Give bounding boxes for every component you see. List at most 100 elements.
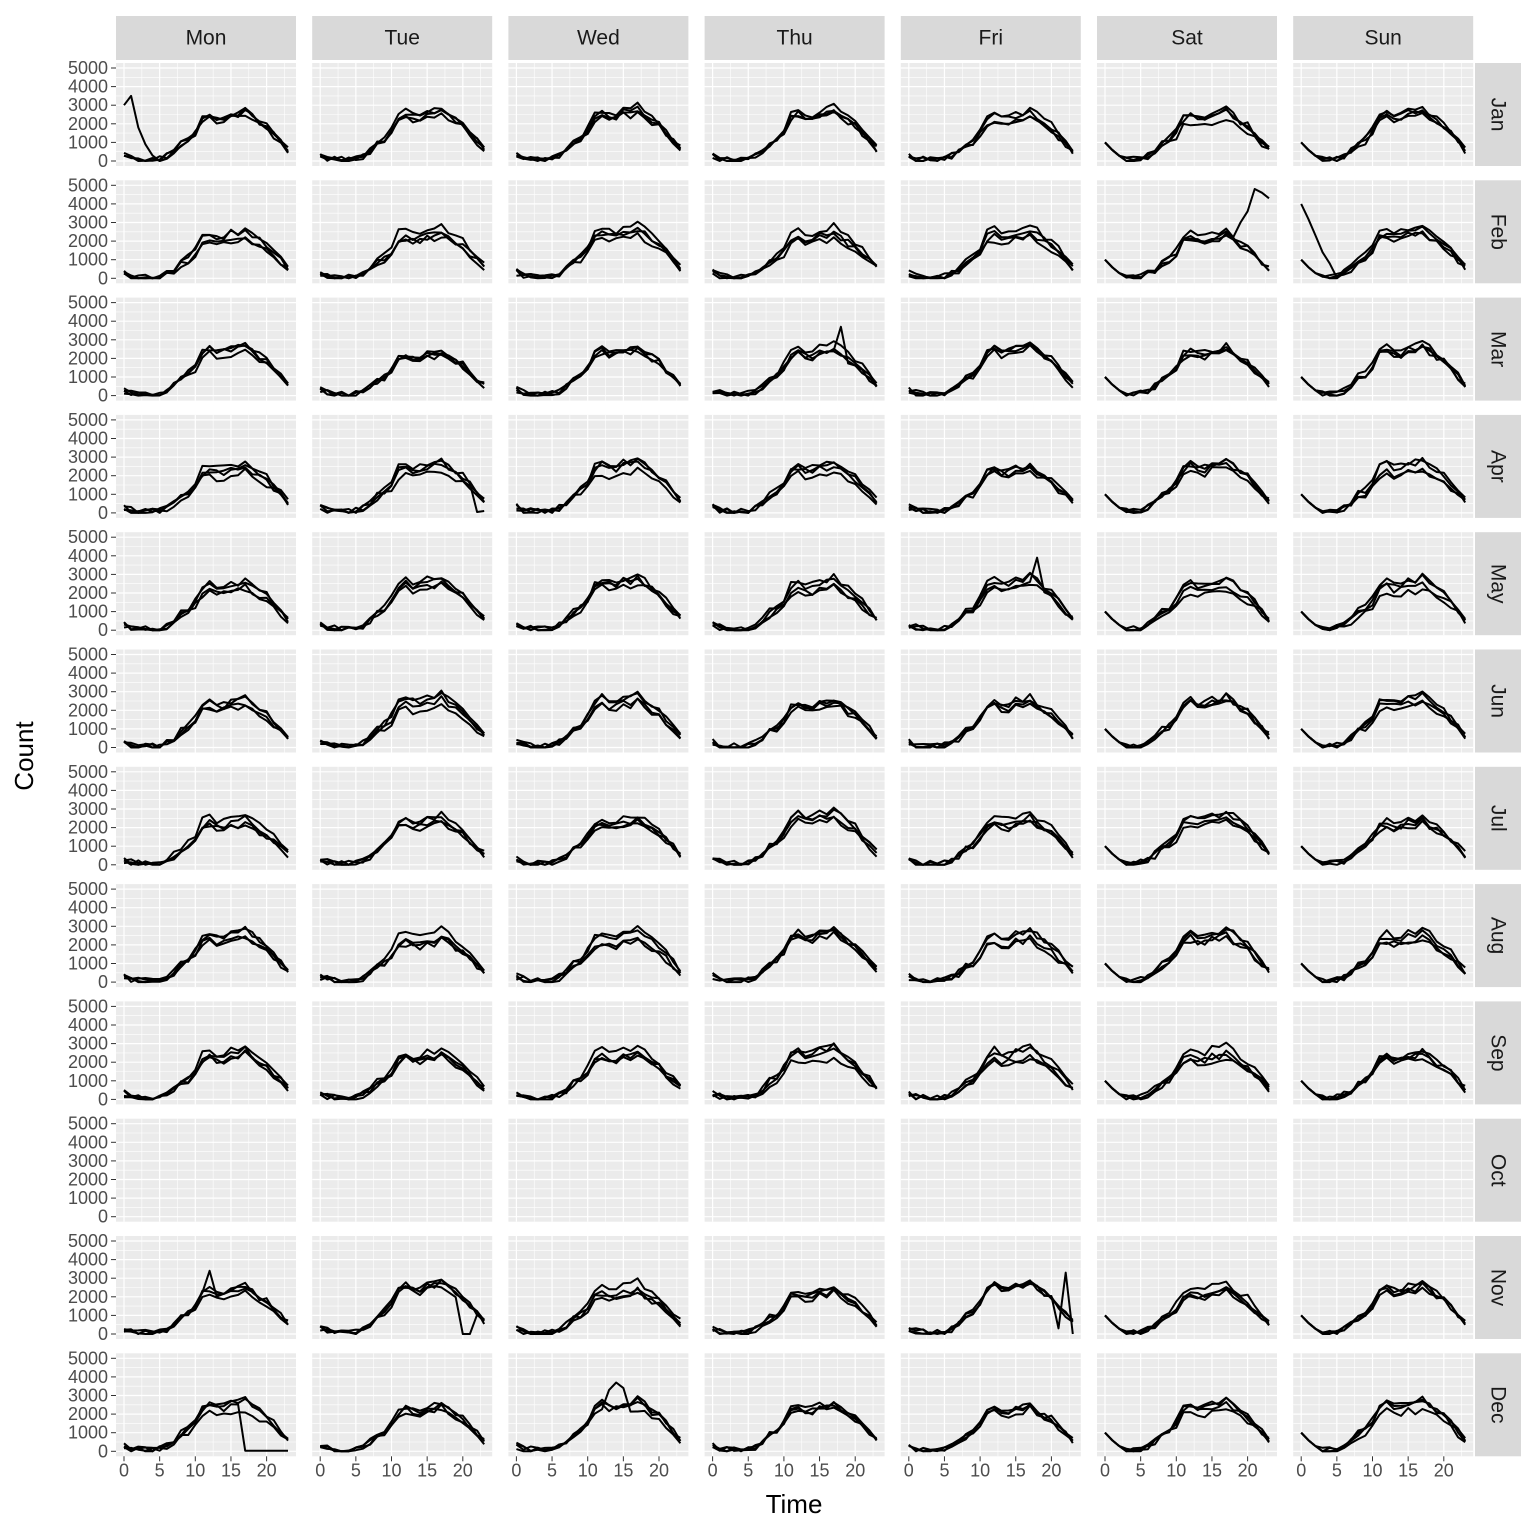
series-line <box>320 689 485 749</box>
column-strips: Mon Tue Wed Thu Fri Sat Sun <box>116 16 1474 60</box>
y-tick-label: 0 <box>98 1089 108 1109</box>
panel-aug-sat <box>1097 884 1277 988</box>
panel-oct-fri <box>900 1118 1081 1222</box>
y-tick-label: 5000 <box>68 762 108 782</box>
series-line <box>1104 461 1270 514</box>
series-line <box>516 818 682 866</box>
row-strip-jul: Jul <box>1475 766 1521 870</box>
series-line <box>712 808 878 866</box>
y-tick-label: 0 <box>98 855 108 875</box>
y-tick-label: 1000 <box>68 132 108 152</box>
series-line <box>908 1404 1074 1453</box>
x-axis-wed: 0 5 10 15 20 <box>511 1456 669 1480</box>
row-strip-label: Oct <box>1487 1154 1510 1187</box>
column-strip-background <box>116 16 296 60</box>
y-tick-label: 2000 <box>68 1404 108 1424</box>
panel-mar-sun <box>1293 297 1474 401</box>
series-line <box>515 220 682 277</box>
panel-oct-sat <box>1097 1118 1277 1222</box>
series-line <box>1300 345 1467 394</box>
column-strip-sun: Sun <box>1293 16 1474 60</box>
series-line <box>516 457 682 514</box>
y-tick-label: 2000 <box>68 935 108 955</box>
y-tick-label: 2000 <box>68 466 108 486</box>
panel-nov-fri <box>900 1236 1081 1339</box>
y-tick-label: 3000 <box>68 1151 108 1171</box>
panel-jan-wed <box>508 63 689 166</box>
series-line <box>712 347 878 397</box>
series-line <box>712 929 878 982</box>
series-line <box>515 925 682 984</box>
series-line <box>1300 1052 1466 1101</box>
x-tick-label: 0 <box>119 1460 129 1480</box>
y-tick-label: 0 <box>98 738 108 758</box>
row-strip-jun: Jun <box>1475 649 1521 753</box>
row-strip-background <box>1475 766 1521 870</box>
row-strip-label: Jul <box>1487 805 1510 832</box>
row-strips: Jan Feb Mar Apr May Jun Jul Aug Sep Oct Nov Dec <box>1475 63 1521 1457</box>
x-tick-label: 20 <box>649 1460 669 1480</box>
x-tick-label: 5 <box>1332 1460 1342 1480</box>
y-tick-label: 3000 <box>68 330 108 350</box>
panel-mar-tue <box>312 297 493 401</box>
row-strip-background <box>1475 414 1521 518</box>
series-line <box>712 699 878 749</box>
row-strip-aug: Aug <box>1475 884 1521 988</box>
y-tick-label: 4000 <box>68 1015 108 1035</box>
x-tick-label: 0 <box>1296 1460 1306 1480</box>
column-strip-wed: Wed <box>508 16 689 60</box>
series-line <box>1104 692 1270 749</box>
column-strip-label: Wed <box>577 27 620 50</box>
row-strip-label: Jun <box>1487 684 1510 718</box>
x-tick-label: 5 <box>351 1460 361 1480</box>
row-strip-background <box>1475 1001 1521 1105</box>
panel-jun-thu <box>704 649 885 753</box>
series-line <box>516 692 682 749</box>
y-tick-label: 4000 <box>68 898 108 918</box>
y-tick-label: 0 <box>98 503 108 523</box>
panel-nov-sun <box>1293 1236 1474 1339</box>
series-line <box>908 465 1074 514</box>
panel-nov-thu <box>704 1236 885 1339</box>
panel-feb-thu <box>704 180 885 284</box>
series-line <box>908 1404 1074 1452</box>
series-line <box>908 462 1074 514</box>
x-tick-label: 15 <box>1202 1460 1222 1480</box>
panel-aug-thu <box>704 884 885 988</box>
panel-dec-tue <box>312 1353 493 1457</box>
series-line <box>123 460 289 514</box>
series-line <box>712 577 878 632</box>
x-tick-label: 10 <box>1362 1460 1382 1480</box>
x-tick-label: 15 <box>417 1460 437 1480</box>
y-tick-label: 1000 <box>68 602 108 622</box>
series-line <box>320 234 485 280</box>
x-tick-label: 10 <box>185 1460 205 1480</box>
series-line <box>908 231 1074 280</box>
series-line <box>123 108 289 162</box>
panel-sep-thu <box>704 1001 885 1105</box>
series-line <box>712 1404 878 1452</box>
series-line <box>1104 348 1270 397</box>
series-line <box>516 1395 682 1453</box>
row-strip-background <box>1475 180 1521 284</box>
row-strip-background <box>1475 1236 1521 1339</box>
panel-jan-tue <box>312 63 493 166</box>
series-line <box>1300 817 1466 865</box>
series-line <box>711 222 878 280</box>
series-line <box>123 1281 289 1335</box>
series-line <box>711 926 878 984</box>
panel-jun-tue <box>312 649 493 753</box>
row-strip-nov: Nov <box>1475 1236 1521 1339</box>
y-tick-label: 0 <box>98 1441 108 1461</box>
panel-jan-fri <box>900 63 1081 166</box>
y-tick-label: 3000 <box>68 682 108 702</box>
y-tick-label: 1000 <box>68 484 108 504</box>
panel-apr-mon <box>116 414 296 518</box>
panel-nov-mon <box>116 1236 296 1339</box>
panel-sep-fri <box>900 1001 1081 1105</box>
panel-apr-thu <box>704 414 885 518</box>
series-line <box>908 224 1074 280</box>
y-tick-label: 5000 <box>68 58 108 78</box>
x-axis-sun: 0 5 10 15 20 <box>1296 1456 1454 1480</box>
